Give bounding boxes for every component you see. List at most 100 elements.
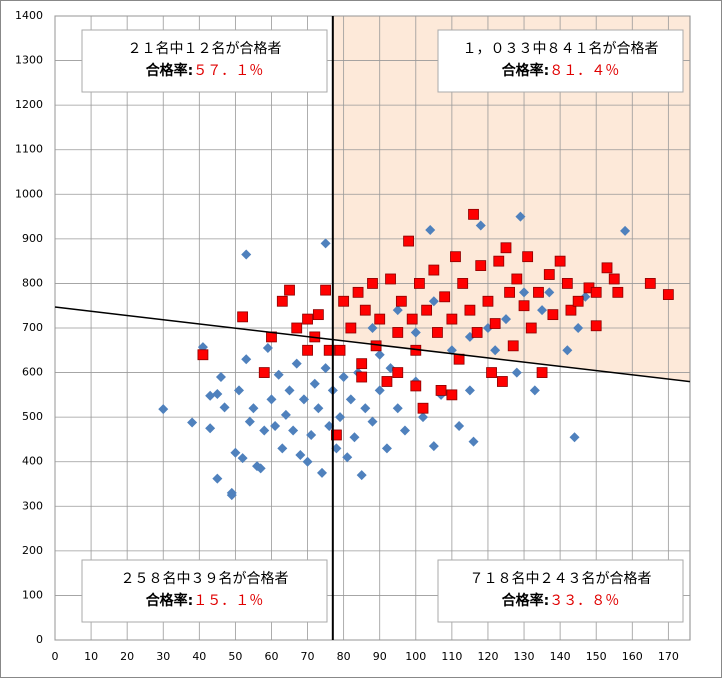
point	[454, 421, 465, 432]
trend-line	[54, 306, 691, 383]
point	[359, 304, 371, 316]
point	[291, 358, 302, 369]
x-tick-label: 90	[373, 650, 387, 663]
y-tick-label: 1400	[15, 9, 43, 22]
point	[313, 403, 324, 414]
point	[345, 394, 356, 405]
point	[428, 296, 439, 307]
annotation-count: ７１８名中２４３名が合格者	[470, 571, 652, 587]
point	[349, 432, 360, 443]
point	[554, 255, 566, 267]
y-tick-label: 1300	[15, 54, 43, 67]
point	[356, 358, 368, 370]
point	[226, 487, 237, 498]
point	[320, 284, 331, 296]
point	[302, 344, 313, 356]
point	[464, 304, 476, 316]
point	[468, 208, 479, 220]
point	[280, 409, 291, 420]
point	[381, 443, 392, 454]
rate-value: ３３．８％	[549, 593, 619, 609]
x-tick-label: 170	[658, 650, 679, 663]
annotation-box	[81, 29, 328, 93]
point	[406, 313, 418, 325]
rate-label: 合格率:	[146, 62, 194, 79]
point	[395, 295, 407, 307]
point	[421, 304, 433, 316]
point	[590, 286, 602, 298]
point	[471, 327, 483, 338]
point	[342, 452, 353, 463]
y-tick-label: 500	[22, 410, 43, 423]
x-tick-label: 30	[156, 650, 170, 663]
point	[352, 286, 364, 298]
point	[612, 286, 624, 298]
point	[277, 443, 288, 454]
point	[234, 385, 245, 396]
point	[565, 304, 577, 316]
point	[486, 367, 497, 378]
point	[259, 425, 270, 436]
point	[158, 404, 169, 415]
point	[561, 278, 573, 289]
point	[215, 372, 226, 383]
point	[562, 345, 573, 356]
point	[392, 305, 403, 316]
point	[620, 225, 631, 236]
point	[392, 367, 404, 378]
point	[417, 402, 429, 414]
point	[537, 305, 548, 316]
x-tick-label: 140	[550, 650, 571, 663]
point	[464, 385, 475, 396]
point	[288, 425, 299, 436]
y-tick-label: 900	[22, 232, 43, 245]
point	[248, 403, 259, 414]
point	[446, 313, 458, 325]
y-tick-label: 100	[22, 588, 43, 601]
point	[335, 412, 346, 423]
point	[475, 260, 487, 272]
point	[522, 251, 534, 263]
point	[338, 295, 350, 307]
point	[572, 295, 584, 307]
point	[410, 327, 421, 338]
x-tick-label: 120	[477, 650, 498, 663]
point	[237, 453, 248, 464]
point	[205, 390, 216, 401]
point	[367, 416, 378, 427]
point	[187, 417, 198, 428]
annotation-box	[437, 29, 684, 93]
point	[212, 388, 223, 399]
y-tick-label: 400	[22, 455, 43, 468]
point	[338, 372, 349, 383]
y-tick-label: 600	[22, 366, 43, 379]
point	[276, 295, 288, 307]
point	[237, 311, 249, 323]
point	[291, 322, 303, 334]
point	[306, 429, 317, 440]
point	[493, 255, 505, 267]
point	[241, 249, 252, 260]
point	[418, 412, 429, 423]
point	[544, 287, 555, 298]
y-tick-label: 1200	[15, 98, 43, 111]
point	[475, 220, 486, 231]
point	[320, 238, 331, 249]
point	[590, 320, 602, 332]
y-tick-label: 0	[36, 633, 43, 646]
y-tick-label: 1100	[15, 143, 43, 156]
point	[309, 378, 320, 389]
annotation-rate: 合格率:３３．８％	[502, 592, 620, 609]
point	[504, 286, 516, 298]
point	[490, 345, 501, 356]
point	[536, 367, 548, 378]
rate-value: ５７．１％	[193, 63, 263, 79]
point	[511, 367, 522, 378]
point	[230, 447, 241, 458]
point	[518, 300, 530, 312]
point	[519, 287, 530, 298]
point	[323, 344, 335, 356]
point	[367, 278, 378, 289]
point	[284, 284, 295, 296]
x-tick-label: 40	[192, 650, 206, 663]
